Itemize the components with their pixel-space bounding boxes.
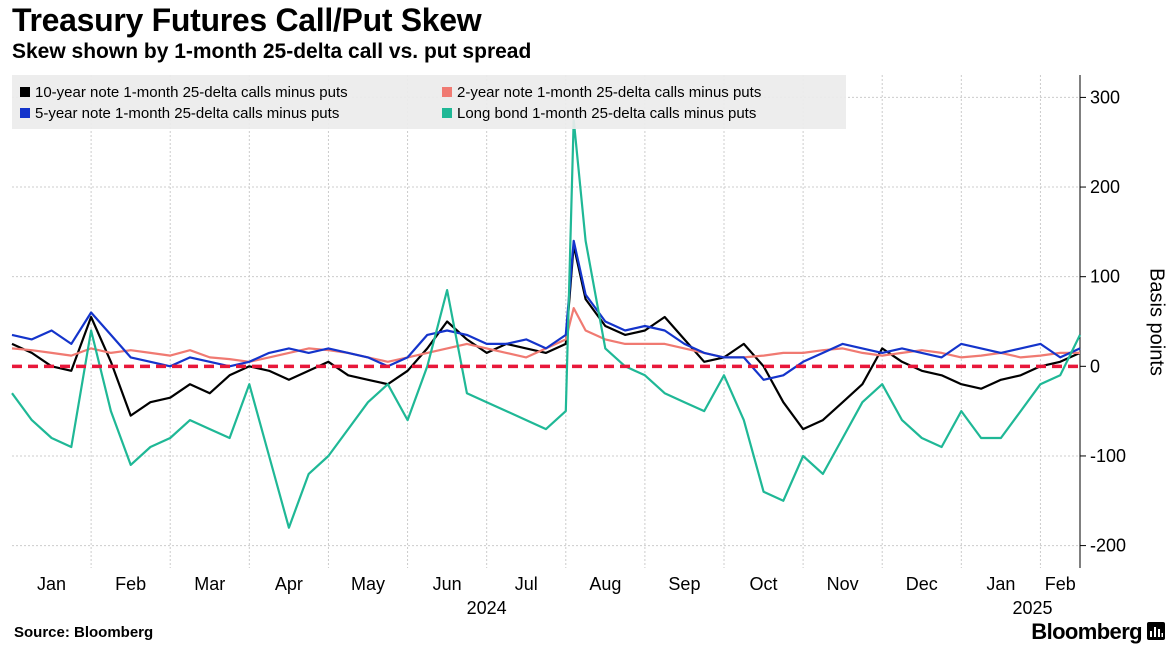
legend: 10-year note 1-month 25-delta calls minu…	[12, 75, 846, 129]
source-note: Source: Bloomberg	[14, 624, 154, 641]
bloomberg-logo: Bloomberg	[1031, 619, 1142, 644]
axes	[1079, 75, 1086, 568]
series-lines	[11, 118, 1081, 529]
legend-swatch-long-bond	[442, 108, 452, 118]
series-line-2	[11, 239, 1081, 381]
y-tick-label: 100	[1090, 267, 1120, 287]
y-tick-label: -100	[1090, 446, 1126, 466]
legend-item-long-bond: Long bond 1-month 25-delta calls minus p…	[442, 103, 756, 123]
x-tick-label: Jun	[433, 574, 462, 594]
x-tick-label: Oct	[750, 574, 778, 594]
y-tick-label: -200	[1090, 536, 1126, 556]
x-tick-label: Nov	[827, 574, 859, 594]
x-tick-label: Apr	[275, 574, 303, 594]
grid-lines	[12, 75, 1080, 568]
legend-swatch-5y	[20, 108, 30, 118]
y-tick-label: 0	[1090, 356, 1100, 376]
x-tick-label: Jan	[986, 574, 1015, 594]
series-line-1	[11, 307, 1080, 363]
x-tick-label: Mar	[194, 574, 225, 594]
x-tick-label: Aug	[589, 574, 621, 594]
legend-item-5y: 5-year note 1-month 25-delta calls minus…	[20, 103, 339, 123]
legend-label-10y: 10-year note 1-month 25-delta calls minu…	[35, 83, 348, 101]
y-tick-label: 300	[1090, 87, 1120, 107]
chart-title: Treasury Futures Call/Put Skew	[12, 2, 482, 38]
axis-labels: -200 -100 0 100 200 300 Jan Feb Mar Apr May Jun Jul A…	[37, 87, 1126, 618]
y-tick-label: 200	[1090, 177, 1120, 197]
series-line-3	[11, 118, 1081, 529]
legend-item-2y: 2-year note 1-month 25-delta calls minus…	[442, 82, 761, 102]
legend-label-5y: 5-year note 1-month 25-delta calls minus…	[35, 104, 340, 122]
x-year-label: 2025	[1013, 598, 1053, 618]
x-tick-label: Jan	[37, 574, 66, 594]
bloomberg-terminal-icon	[1147, 622, 1165, 640]
legend-item-10y: 10-year note 1-month 25-delta calls minu…	[20, 82, 348, 102]
legend-swatch-2y	[442, 87, 452, 97]
series-line-0	[11, 244, 1081, 431]
x-tick-label: Sep	[668, 574, 700, 594]
x-year-label: 2024	[467, 598, 507, 618]
x-tick-label: Dec	[906, 574, 938, 594]
legend-label-2y: 2-year note 1-month 25-delta calls minus…	[457, 83, 762, 101]
chart-subtitle: Skew shown by 1-month 25-delta call vs. …	[12, 40, 532, 63]
x-tick-label: Feb	[115, 574, 146, 594]
legend-label-long-bond: Long bond 1-month 25-delta calls minus p…	[457, 104, 757, 122]
y-axis-title: Basis points	[1145, 268, 1168, 376]
x-tick-label: May	[351, 574, 385, 594]
x-tick-label: Jul	[515, 574, 538, 594]
legend-swatch-10y	[20, 87, 30, 97]
x-tick-label: Feb	[1045, 574, 1076, 594]
